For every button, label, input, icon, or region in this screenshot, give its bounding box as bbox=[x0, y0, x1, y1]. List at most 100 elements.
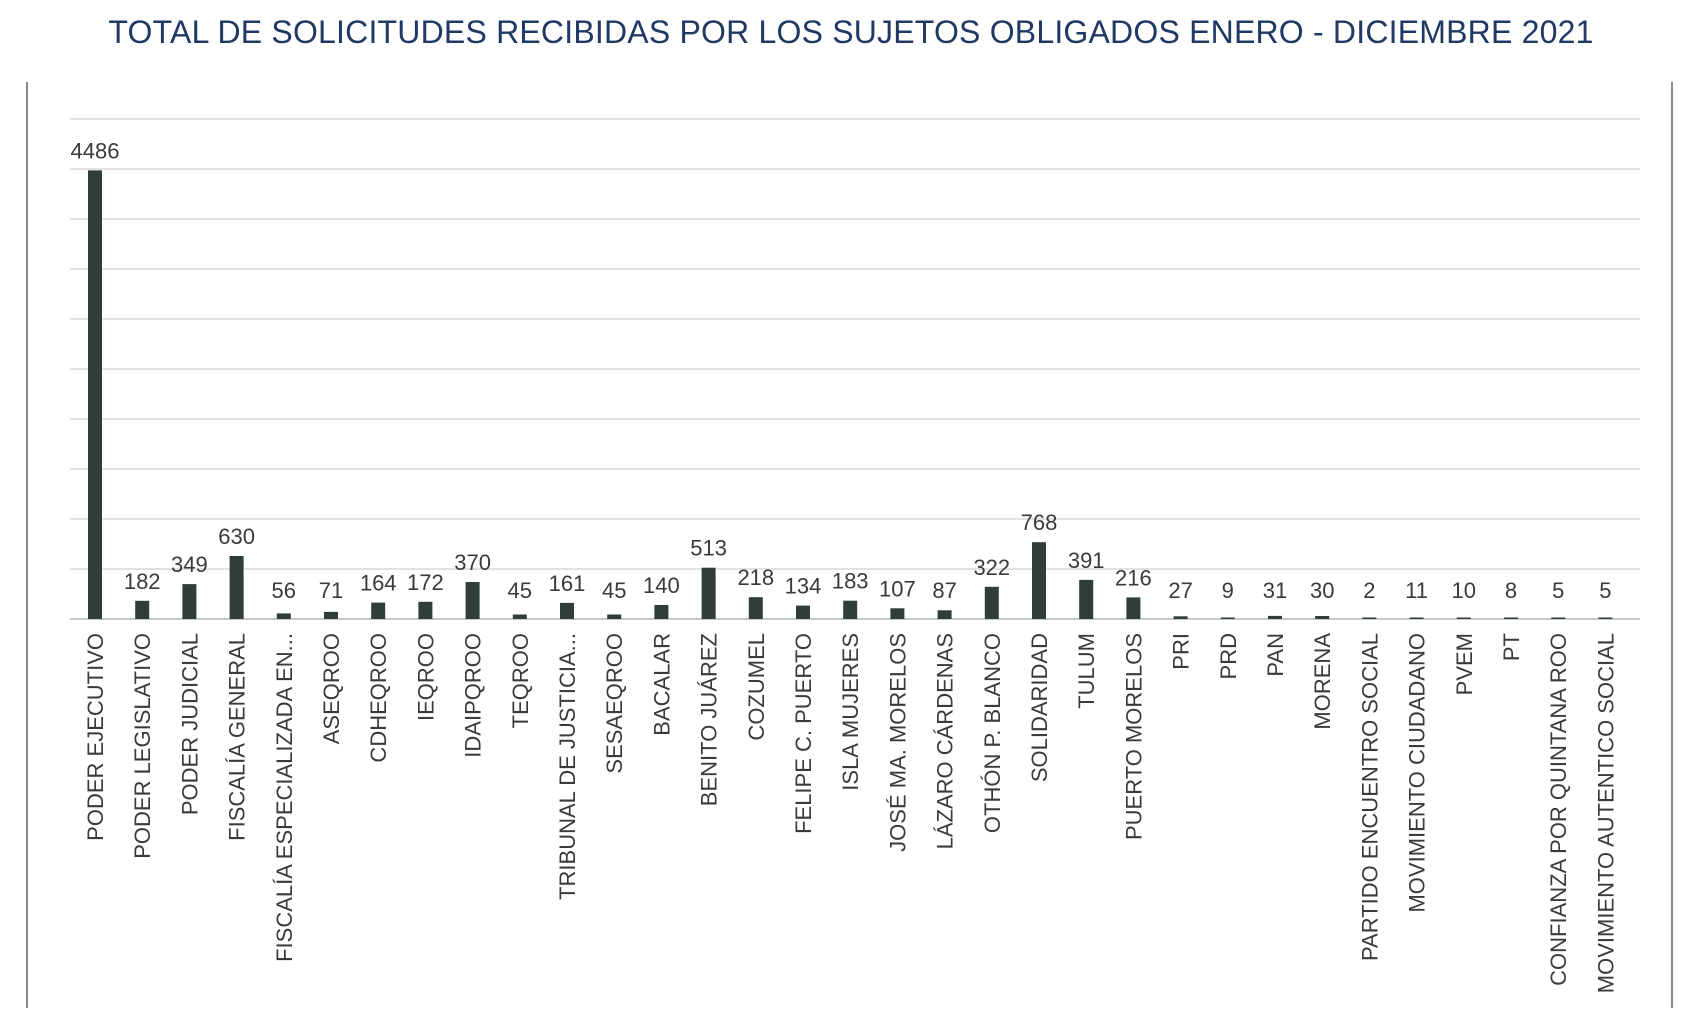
category-label: CDHEQROO bbox=[366, 633, 391, 763]
category-label: IDAIPQROO bbox=[461, 633, 486, 758]
bar bbox=[1551, 617, 1566, 619]
bar bbox=[1126, 597, 1141, 619]
data-label: 5 bbox=[1552, 578, 1564, 603]
category-label: SOLIDARIDAD bbox=[1027, 633, 1052, 782]
bars bbox=[88, 170, 1613, 619]
category-label: CONFIANZA POR QUINTANA ROO bbox=[1546, 633, 1571, 986]
data-label: 370 bbox=[454, 550, 491, 575]
category-label: PARTIDO ENCUENTRO SOCIAL bbox=[1357, 633, 1382, 961]
category-label: BACALAR bbox=[649, 633, 674, 736]
category-label: TULUM bbox=[1074, 633, 1099, 709]
bar bbox=[1362, 617, 1377, 619]
bar bbox=[937, 610, 952, 619]
category-label: JOSÉ MA. MORELOS bbox=[885, 633, 910, 852]
bar bbox=[88, 170, 102, 619]
bar bbox=[607, 614, 622, 619]
data-label: 140 bbox=[643, 573, 680, 598]
category-label: MOVIMIENTO CIUDADANO bbox=[1405, 633, 1430, 913]
bar bbox=[512, 614, 527, 619]
bar bbox=[560, 602, 574, 619]
bar bbox=[1504, 617, 1518, 619]
data-label: 30 bbox=[1310, 578, 1334, 603]
category-labels: PODER EJECUTIVO PODER LEGISLATIVO PODER JU… bbox=[83, 633, 1618, 994]
data-label: 349 bbox=[171, 552, 208, 577]
data-label: 4486 bbox=[71, 138, 120, 163]
data-label: 10 bbox=[1452, 578, 1476, 603]
category-label: PRD bbox=[1216, 633, 1241, 679]
category-label: PODER JUDICIAL bbox=[177, 633, 202, 815]
bar bbox=[1456, 617, 1471, 619]
data-label: 5 bbox=[1599, 578, 1611, 603]
category-label: PUERTO MORELOS bbox=[1121, 633, 1146, 840]
bar bbox=[1315, 616, 1330, 619]
data-label: 164 bbox=[360, 571, 397, 596]
data-label: 322 bbox=[973, 555, 1010, 580]
category-label: COZUMEL bbox=[744, 633, 769, 741]
data-label: 31 bbox=[1263, 578, 1287, 603]
category-label: MORENA bbox=[1310, 633, 1335, 730]
data-label: 8 bbox=[1505, 578, 1517, 603]
data-label: 182 bbox=[124, 569, 161, 594]
category-label: OTHÓN P. BLANCO bbox=[980, 633, 1005, 833]
data-label: 87 bbox=[932, 578, 956, 603]
bar bbox=[984, 586, 999, 619]
bar bbox=[1598, 617, 1613, 619]
data-label: 183 bbox=[832, 569, 869, 594]
data-label: 107 bbox=[879, 576, 916, 601]
data-label: 172 bbox=[407, 570, 444, 595]
data-label: 9 bbox=[1222, 578, 1234, 603]
bar bbox=[890, 608, 905, 619]
data-label: 11 bbox=[1405, 578, 1428, 603]
bar bbox=[1032, 542, 1046, 619]
category-label: PODER EJECUTIVO bbox=[83, 633, 108, 841]
category-label: ASEQROO bbox=[319, 633, 344, 744]
category-label: FISCALÍA GENERAL bbox=[225, 633, 250, 841]
gridlines bbox=[70, 118, 1640, 570]
bar bbox=[465, 582, 480, 619]
category-label: TEQROO bbox=[508, 633, 533, 728]
category-label: FISCALÍA ESPECIALIZADA EN... bbox=[272, 633, 297, 962]
data-label: 45 bbox=[508, 578, 532, 603]
data-label: 2 bbox=[1363, 578, 1375, 603]
bar bbox=[1268, 615, 1282, 619]
category-label: PRI bbox=[1169, 633, 1194, 670]
category-label: PVEM bbox=[1452, 633, 1477, 695]
category-label: PAN bbox=[1263, 633, 1288, 677]
bar bbox=[701, 567, 716, 619]
bar bbox=[418, 601, 433, 619]
bar bbox=[748, 597, 763, 619]
bar bbox=[1220, 617, 1235, 619]
category-label: TRIBUNAL DE JUSTICIA... bbox=[555, 633, 580, 900]
bar bbox=[371, 602, 386, 619]
data-label: 27 bbox=[1168, 578, 1192, 603]
bar bbox=[229, 556, 244, 619]
bar bbox=[182, 584, 197, 619]
bar bbox=[796, 605, 810, 619]
bar bbox=[843, 600, 858, 619]
category-label: LÁZARO CÁRDENAS bbox=[933, 633, 958, 849]
chart-title: TOTAL DE SOLICITUDES RECIBIDAS POR LOS S… bbox=[108, 14, 1594, 50]
data-label: 218 bbox=[737, 565, 774, 590]
category-label: PT bbox=[1499, 633, 1524, 661]
data-label: 768 bbox=[1021, 510, 1058, 535]
bar bbox=[276, 613, 291, 619]
category-label: BENITO JUÁREZ bbox=[697, 633, 722, 806]
bar bbox=[1079, 579, 1094, 619]
category-label: PODER LEGISLATIVO bbox=[130, 633, 155, 859]
data-label: 216 bbox=[1115, 565, 1152, 590]
data-label: 630 bbox=[218, 524, 255, 549]
bar bbox=[324, 611, 338, 619]
bar bbox=[135, 600, 150, 619]
data-label: 56 bbox=[272, 578, 296, 603]
bar bbox=[1409, 617, 1424, 619]
data-label: 161 bbox=[549, 571, 586, 596]
bar bbox=[1173, 616, 1188, 619]
data-label: 513 bbox=[690, 536, 727, 561]
category-label: ISLA MUJERES bbox=[838, 633, 863, 791]
data-label: 45 bbox=[602, 578, 626, 603]
bar bbox=[654, 605, 669, 619]
category-label: MOVIMIENTO AUTENTICO SOCIAL bbox=[1593, 633, 1618, 993]
value-labels: 4486 182 349 630 56 71 164 172 370 45 161 45 140 513 2… bbox=[71, 138, 1612, 603]
data-label: 71 bbox=[319, 578, 343, 603]
